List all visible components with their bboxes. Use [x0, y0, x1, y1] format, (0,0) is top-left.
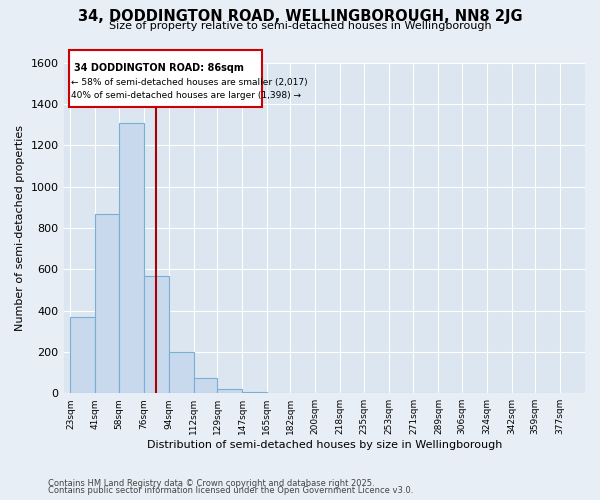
Bar [194, 378, 217, 393]
FancyBboxPatch shape [69, 50, 262, 108]
Y-axis label: Number of semi-detached properties: Number of semi-detached properties [15, 125, 25, 331]
Text: Contains public sector information licensed under the Open Government Licence v3: Contains public sector information licen… [48, 486, 413, 495]
Text: ← 58% of semi-detached houses are smaller (2,017): ← 58% of semi-detached houses are smalle… [71, 78, 308, 87]
Bar [119, 123, 144, 393]
X-axis label: Distribution of semi-detached houses by size in Wellingborough: Distribution of semi-detached houses by … [146, 440, 502, 450]
Text: 40% of semi-detached houses are larger (1,398) →: 40% of semi-detached houses are larger (… [71, 91, 301, 100]
Bar [217, 389, 242, 393]
Bar [70, 317, 95, 393]
Text: Contains HM Land Registry data © Crown copyright and database right 2025.: Contains HM Land Registry data © Crown c… [48, 478, 374, 488]
Text: 34, DODDINGTON ROAD, WELLINGBOROUGH, NN8 2JG: 34, DODDINGTON ROAD, WELLINGBOROUGH, NN8… [77, 9, 523, 24]
Bar [144, 276, 169, 393]
Bar [95, 214, 119, 393]
Text: Size of property relative to semi-detached houses in Wellingborough: Size of property relative to semi-detach… [109, 21, 491, 31]
Bar [242, 392, 267, 393]
Bar [169, 352, 194, 393]
Text: 34 DODDINGTON ROAD: 86sqm: 34 DODDINGTON ROAD: 86sqm [74, 63, 244, 73]
